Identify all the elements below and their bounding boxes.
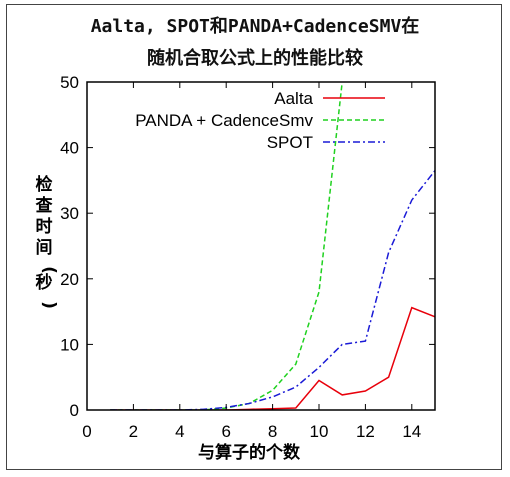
- axes: 0 2 4 6 8 10 12 14 0 10 20 30 40 50: [60, 73, 436, 441]
- y-axis-label-char: 查: [35, 195, 54, 216]
- legend: Aalta PANDA + CadenceSmv SPOT: [135, 89, 385, 152]
- y-axis-label-char: 时: [36, 217, 53, 237]
- series-line-panda-cadencesmv: [110, 82, 343, 410]
- x-tick-label: 2: [129, 422, 138, 441]
- chart-title-line-2: 随机合取公式上的性能比较: [147, 48, 363, 69]
- y-axis-label-char: (: [39, 266, 59, 274]
- series-line-spot: [110, 170, 435, 410]
- y-tick-label: 10: [60, 335, 79, 354]
- series-line-aalta: [110, 306, 435, 410]
- chart-title-line-1: Aalta, SPOT和PANDA+CadenceSMV在: [90, 16, 420, 37]
- y-tick-label: 40: [60, 139, 79, 158]
- x-axis-label: 与算子的个数: [198, 442, 301, 463]
- series-layer: [110, 82, 435, 410]
- x-tick-label: 14: [402, 422, 421, 441]
- legend-label-panda-cadencesmv: PANDA + CadenceSmv: [135, 111, 313, 130]
- x-tick-label: 4: [175, 422, 184, 441]
- y-tick-label: 50: [60, 73, 79, 92]
- x-tick-label: 0: [82, 422, 91, 441]
- y-tick-label: 0: [70, 401, 79, 420]
- y-axis-label-char: 检: [36, 174, 53, 195]
- legend-label-aalta: Aalta: [274, 89, 313, 108]
- plot-border: [86, 81, 436, 411]
- x-tick-label: 12: [356, 422, 375, 441]
- y-tick-label: 20: [60, 270, 79, 289]
- y-tick-label: 30: [60, 204, 79, 223]
- y-axis-label-char: 秒: [36, 272, 53, 293]
- y-axis-label-char: ): [39, 301, 59, 309]
- x-tick-label: 8: [268, 422, 277, 441]
- x-tick-label: 6: [221, 422, 230, 441]
- y-axis-label-char: 间: [36, 237, 53, 258]
- legend-label-spot: SPOT: [267, 133, 313, 152]
- x-tick-label: 10: [310, 422, 329, 441]
